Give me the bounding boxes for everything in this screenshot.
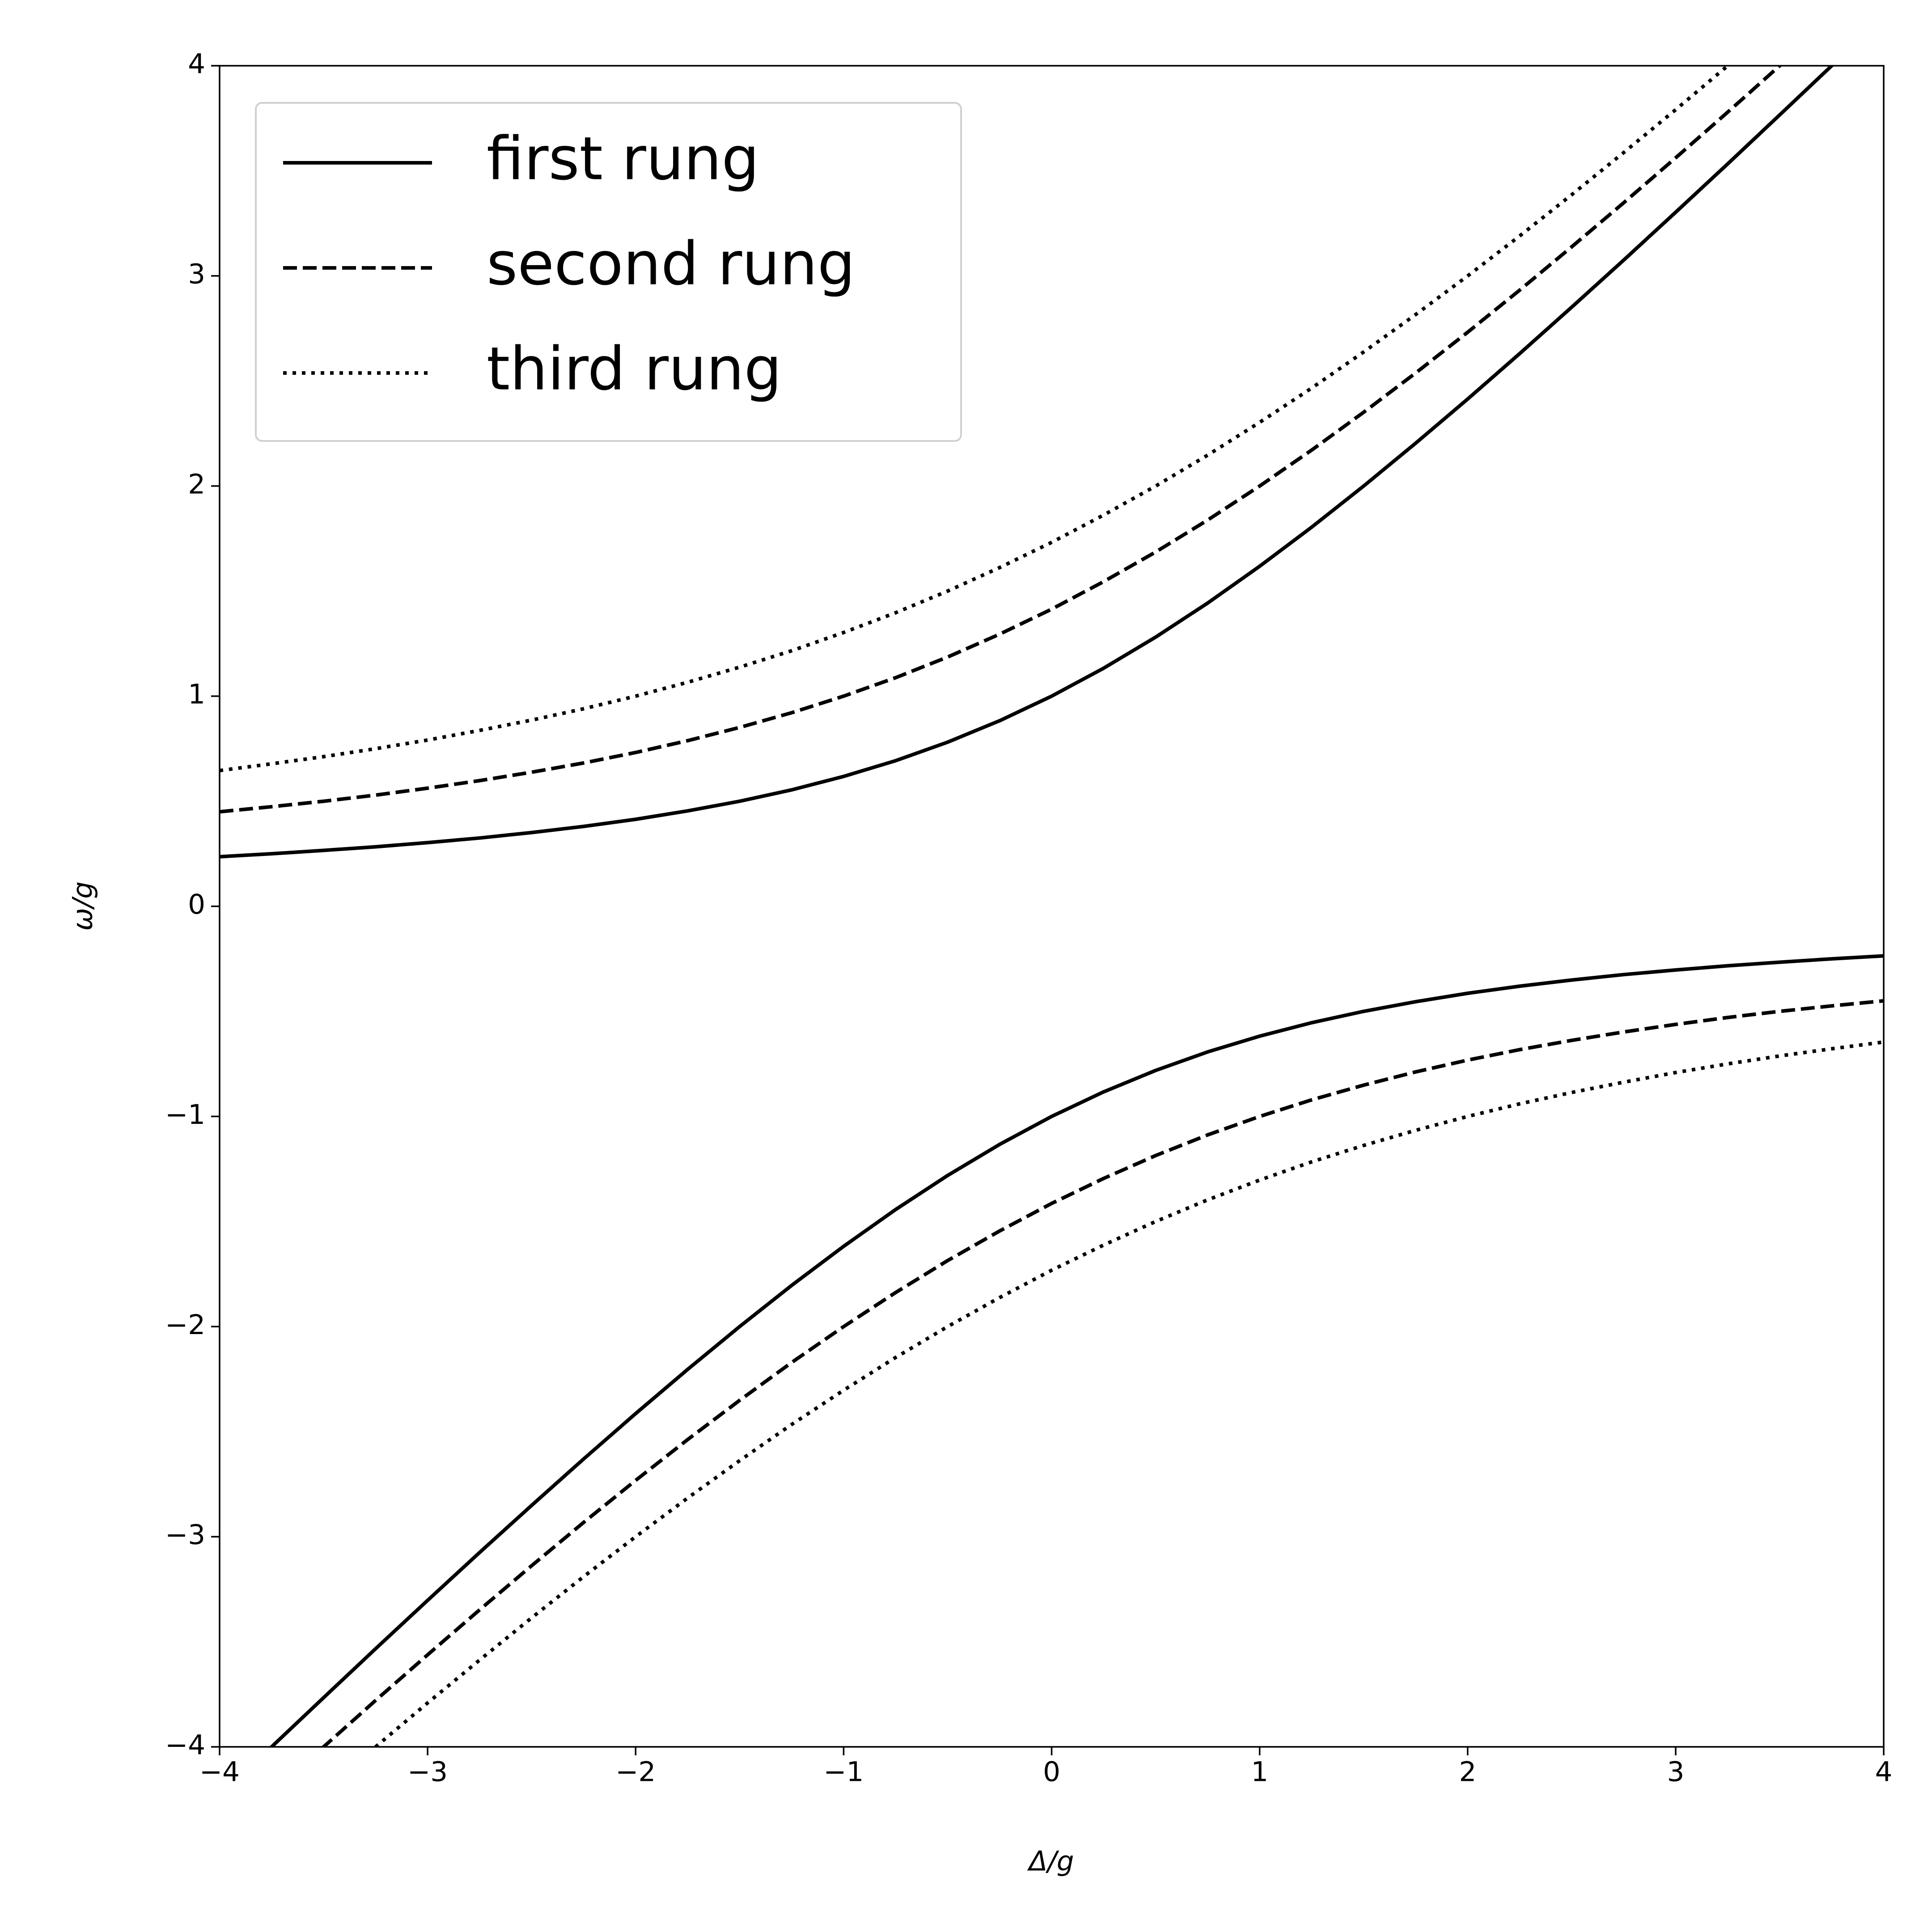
- y-axis-label: ω/g: [67, 881, 99, 931]
- y-tick-label: 3: [188, 258, 205, 290]
- series-line: [321, 999, 1884, 1747]
- series-line: [220, 66, 1783, 814]
- x-axis-label: Δ/g: [1027, 1846, 1074, 1877]
- y-tick-label: 4: [188, 48, 205, 80]
- legend-label: third rung: [487, 335, 782, 404]
- y-tick-label: −2: [165, 1309, 205, 1341]
- series-line: [373, 1040, 1884, 1747]
- legend-label: second rung: [487, 230, 855, 299]
- x-tick-label: 2: [1459, 1756, 1476, 1788]
- x-tick-label: −1: [823, 1756, 864, 1788]
- plot-area: [220, 66, 1884, 1747]
- y-tick-label: −3: [165, 1519, 205, 1551]
- x-tick-label: 3: [1667, 1756, 1684, 1788]
- x-tick-label: 4: [1875, 1756, 1893, 1788]
- x-tick-label: −2: [615, 1756, 656, 1788]
- legend-box: [255, 102, 962, 442]
- y-tick-label: 0: [188, 889, 205, 920]
- series-line: [269, 954, 1884, 1747]
- x-tick-label: −4: [199, 1756, 240, 1788]
- x-tick-label: 0: [1043, 1756, 1060, 1788]
- legend-label: first rung: [487, 125, 759, 194]
- y-tick-label: −4: [165, 1729, 205, 1761]
- y-tick-label: 2: [188, 468, 205, 500]
- y-tick-label: 1: [188, 678, 205, 710]
- series-line: [220, 66, 1731, 772]
- x-tick-label: 1: [1251, 1756, 1268, 1788]
- series-line: [220, 66, 1835, 859]
- x-tick-label: −3: [407, 1756, 448, 1788]
- y-tick-label: −1: [165, 1099, 205, 1131]
